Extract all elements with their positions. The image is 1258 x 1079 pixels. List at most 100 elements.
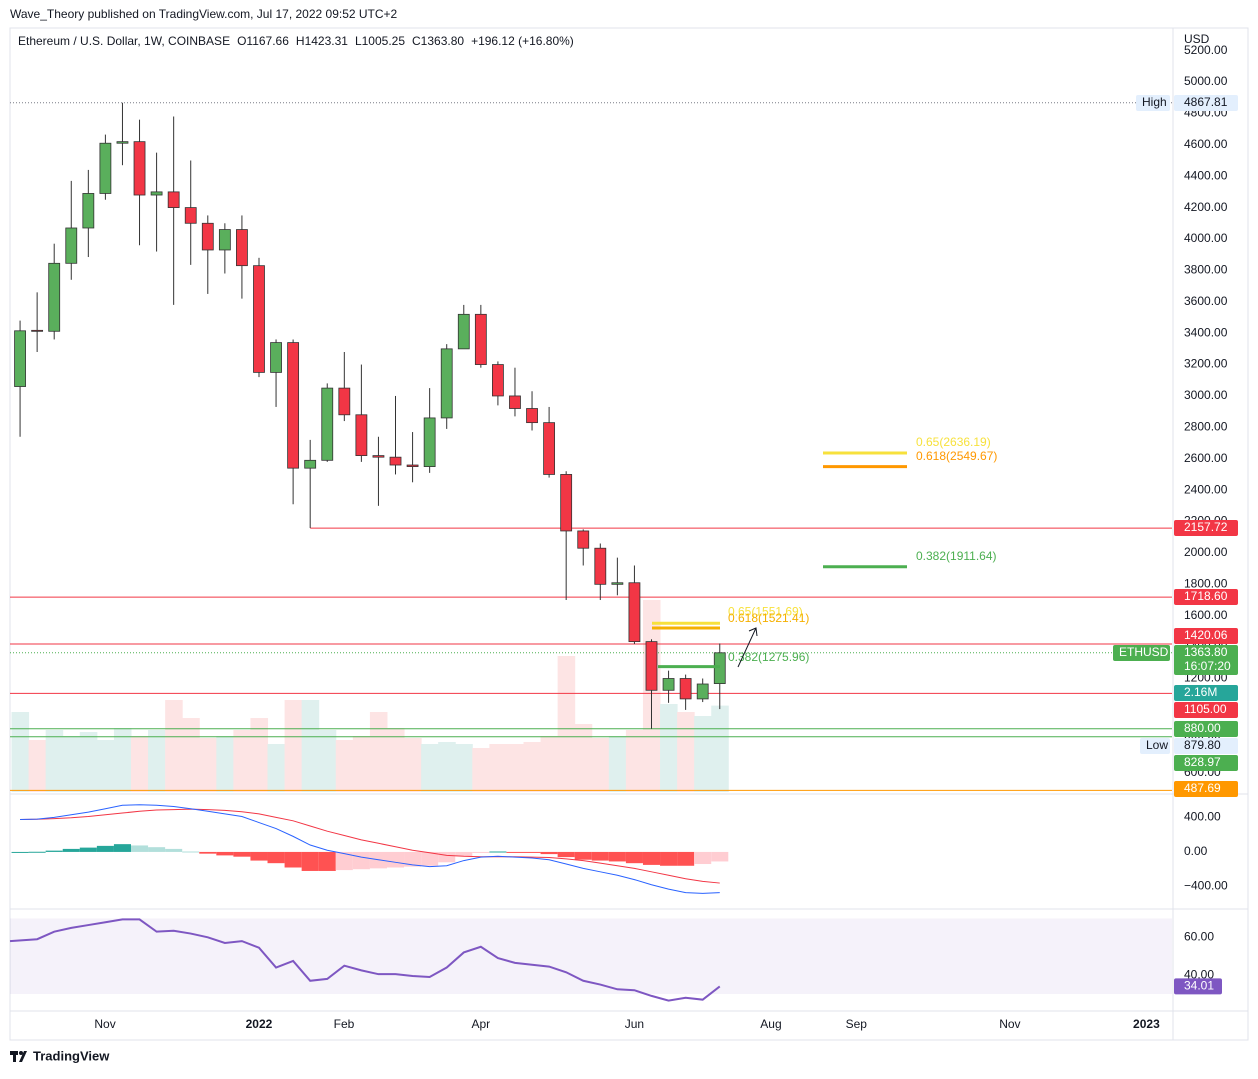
x-tick-label: Nov (94, 1017, 115, 1031)
volume-bar (62, 736, 81, 792)
volume-bar (472, 748, 490, 792)
macd-histogram-bar (523, 851, 541, 853)
candle-body (611, 582, 624, 585)
volume-bar (79, 732, 98, 792)
macd-histogram-bar (608, 851, 626, 862)
y-tick-label: 2800.00 (1184, 420, 1228, 434)
price-tag-text: 828.97 (1184, 755, 1221, 769)
price-tag (1174, 781, 1238, 797)
countdown-text: 16:07:20 (1184, 659, 1231, 673)
macd-histogram-bar (284, 851, 302, 868)
macd-histogram-bar (199, 851, 217, 854)
candle-body (492, 364, 504, 397)
candle-body (321, 387, 334, 461)
last-price-text: 1363.80 (1184, 645, 1228, 659)
macd-histogram-bar (318, 851, 336, 871)
volume-bar (352, 736, 371, 792)
volume-bar (267, 744, 286, 792)
price-pane: 0.65(2636.19)0.618(2549.67) 0.382(1911.64… (10, 102, 1172, 792)
y-tick-label: 3200.00 (1184, 357, 1228, 371)
macd-histogram-bar (267, 851, 285, 864)
y-tick-label: 3000.00 (1184, 388, 1228, 402)
macd-histogram-bar (233, 851, 251, 857)
price-tag (1174, 589, 1238, 605)
macd-histogram-bar (45, 850, 63, 852)
macd-histogram-bar (250, 851, 268, 861)
price-tag (1174, 738, 1238, 754)
volume-bar (96, 740, 115, 792)
price-tag-text: 1105.00 (1184, 702, 1227, 716)
low-tag (1140, 738, 1170, 754)
volume-bar (233, 730, 251, 792)
candle-body (543, 422, 556, 475)
rsi-tag (1174, 978, 1222, 995)
candle-body (48, 262, 61, 332)
symbol-tag-text: ETHUSD (1119, 645, 1169, 659)
volume-bar (199, 738, 217, 792)
volume-bar (11, 712, 30, 792)
volume-bar (438, 742, 456, 792)
candle-body (713, 652, 726, 684)
macd-histogram-bar (113, 844, 131, 852)
fib-label: 0.65(1551.69) (728, 604, 803, 618)
price-tag (1174, 95, 1238, 111)
volume-bar (455, 744, 473, 792)
macd-histogram-bar (11, 851, 29, 853)
macd-histogram-bar (148, 847, 166, 852)
price-tag-text: 880.00 (1184, 721, 1221, 735)
candle-body (14, 330, 26, 387)
y-tick-label: 4600.00 (1184, 137, 1228, 151)
y-tick-label: 4400.00 (1184, 168, 1228, 182)
candle-body (440, 348, 453, 419)
symbol-tag (1113, 645, 1170, 661)
x-tick-label: Apr (471, 1017, 490, 1031)
y-tick-label: 2000.00 (1184, 545, 1228, 559)
volume-bar (28, 740, 47, 792)
x-tick-label: 2022 (246, 1017, 273, 1031)
candle-body (236, 229, 248, 267)
candle-body (679, 678, 692, 700)
volume-bar (130, 736, 149, 792)
macd-histogram-bar (540, 851, 558, 855)
volume-bar (386, 728, 405, 792)
macd-histogram-bar (421, 851, 439, 866)
fib-label: 0.618(2549.67) (916, 449, 997, 463)
macd-histogram-bar (711, 851, 729, 862)
low-tag-text: Low (1146, 738, 1168, 752)
high-tag (1136, 95, 1170, 111)
macd-histogram-bar (130, 845, 149, 852)
y-tick-label: 4000.00 (1184, 231, 1228, 245)
y-tick-label: 3600.00 (1184, 294, 1228, 308)
candle-body (116, 141, 129, 144)
y-tick-label: 5200.00 (1184, 43, 1228, 57)
rsi-band (10, 918, 1172, 994)
macd-histogram-bar (62, 848, 80, 852)
volume-bar (335, 740, 354, 792)
price-tag (1174, 755, 1238, 771)
candle-body (628, 582, 641, 643)
macd-histogram-bar (506, 851, 524, 853)
overlay: Ethereum / U.S. Dollar, 1W, COINBASE O116… (18, 32, 1238, 1031)
candle-body (287, 342, 300, 469)
volume-bar (506, 744, 525, 792)
candle-body (184, 207, 197, 224)
y-tick-label: 2400.00 (1184, 482, 1228, 496)
high-tag-text: High (1142, 95, 1167, 109)
price-tag (1174, 702, 1238, 718)
y-tick-label: 60.00 (1184, 930, 1214, 944)
price-tag (1174, 721, 1238, 737)
candle-body (662, 678, 675, 691)
macd-histogram-bar (386, 851, 405, 868)
fib-label: 0.618(1521.41) (728, 611, 809, 625)
y-tick-label: 4200.00 (1184, 200, 1228, 214)
legend-close: C1363.80 (412, 34, 464, 48)
volume-bar (318, 730, 337, 792)
price-tag-text: 2157.72 (1184, 520, 1228, 534)
volume-bar (148, 730, 166, 792)
last-price-tag (1174, 645, 1238, 675)
macd-histogram-bar (455, 851, 473, 857)
macd-histogram-bar (660, 851, 678, 866)
volume-bar (523, 742, 542, 792)
price-tag (1174, 628, 1238, 644)
